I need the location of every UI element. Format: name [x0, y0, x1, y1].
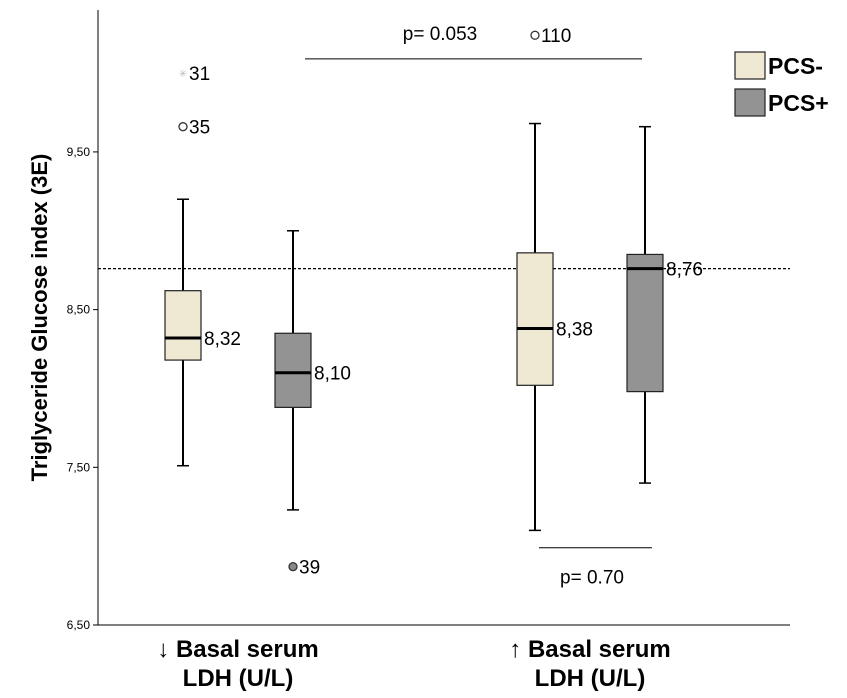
box-iqr — [626, 253, 664, 393]
median-label: 8,76 — [666, 260, 703, 281]
x-category-label: ↓ Basal serum — [157, 636, 318, 663]
outlier-label: 39 — [299, 558, 320, 579]
x-category-label: ↑ Basal serum — [509, 636, 670, 663]
boxes-layer: 8,32 ✳ 31 35 8,38 110 8,10 39 8,76 — [164, 26, 703, 579]
box-iqr — [516, 252, 554, 386]
outlier-marker — [288, 562, 298, 572]
y-tick-label: 7,50 — [67, 460, 91, 474]
median-label: 8,32 — [204, 329, 241, 350]
y-tick-label: 6,50 — [67, 618, 91, 632]
outlier-marker — [530, 30, 540, 40]
axes: 6,50 7,50 8,50 9,50 Triglyceride Glucose ind… — [27, 10, 790, 692]
p-value-bottom: p= 0.70 — [560, 568, 624, 589]
legend: PCS- PCS+ — [734, 51, 829, 117]
outlier-marker — [178, 122, 188, 132]
p-value-top: p= 0.053 — [403, 24, 478, 45]
y-tick-label: 8,50 — [67, 303, 91, 317]
box-pcs--cat1: 8,38 110 — [516, 26, 593, 532]
outlier-label: 35 — [189, 118, 210, 139]
box-iqr — [164, 290, 202, 361]
legend-label: PCS+ — [768, 90, 829, 116]
median-label: 8,38 — [556, 320, 593, 341]
outlier-star-marker: ✳ — [179, 69, 187, 80]
legend-swatch — [734, 51, 766, 80]
median-label: 8,10 — [314, 364, 351, 385]
outlier-label: 31 — [189, 64, 210, 85]
y-axis-title: Triglyceride Glucose index (3E) — [27, 154, 52, 482]
box-pcs--cat0: 8,32 ✳ 31 35 — [164, 64, 241, 467]
box-pcs--cat0: 8,10 39 — [274, 230, 351, 579]
outlier-label: 110 — [541, 26, 571, 47]
legend-swatch — [734, 88, 766, 117]
annotation-layer: p= 0.053 p= 0.70 — [305, 24, 652, 589]
x-category-label: LDH (U/L) — [183, 665, 294, 692]
legend-label: PCS- — [768, 53, 823, 79]
box-iqr — [274, 332, 312, 408]
x-category-label: LDH (U/L) — [535, 665, 646, 692]
y-tick-label: 9,50 — [67, 145, 91, 159]
box-pcs--cat1: 8,76 — [626, 125, 703, 484]
